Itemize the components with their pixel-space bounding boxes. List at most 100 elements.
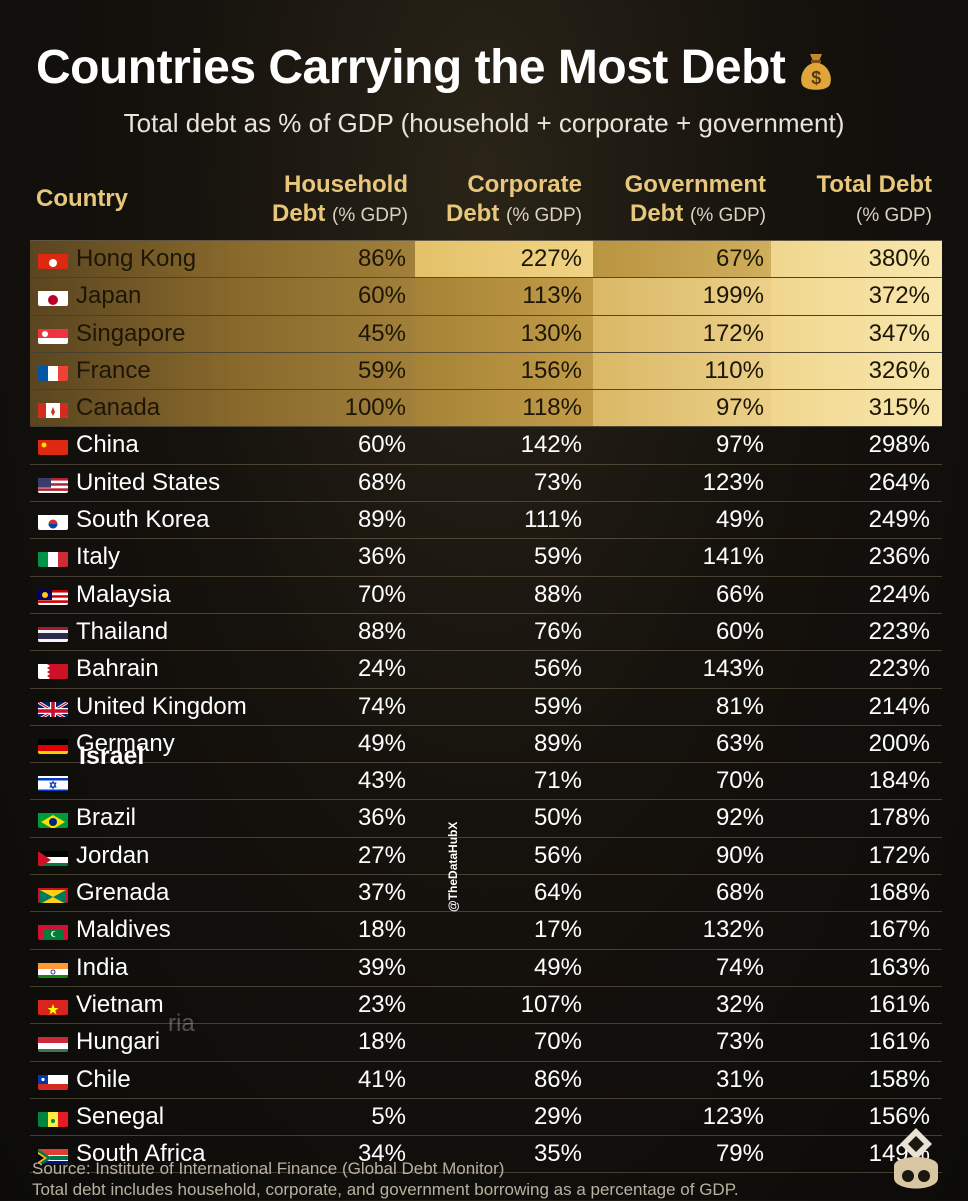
total-value: 161% <box>868 990 930 1018</box>
government-value: 132% <box>702 916 764 944</box>
government-value: 143% <box>702 655 764 683</box>
highlight-cell-0 <box>30 390 415 427</box>
united-states-flag-icon <box>38 475 68 493</box>
corporate-value: 73% <box>533 468 582 496</box>
chile-flag-icon <box>38 1072 68 1090</box>
country-name: South Africa <box>76 1140 206 1168</box>
table-row: Hong Kong 86% 227% 67% 380% <box>30 240 942 279</box>
table-row: Brazil 36% 50% 92% 178% <box>30 800 942 838</box>
svg-text:$: $ <box>812 68 822 88</box>
highlight-cell-0 <box>30 315 415 352</box>
corporate-value: 113% <box>522 282 582 310</box>
household-value: 100% <box>344 394 406 422</box>
country-name: Jordan <box>76 841 150 869</box>
highlight-cell-1 <box>415 241 593 278</box>
corporate-value: 71% <box>533 767 582 795</box>
total-value: 347% <box>868 319 930 347</box>
household-value: 37% <box>357 879 406 907</box>
corporate-value: 130% <box>520 319 582 347</box>
country-name: Canada <box>76 394 161 422</box>
israel-overlay-label: Israel <box>79 742 145 770</box>
south-korea-flag-icon <box>38 512 68 531</box>
table-row: Malaysia 70% 88% 66% 224% <box>30 577 942 614</box>
total-value: 224% <box>868 580 930 608</box>
total-value: 184% <box>868 767 930 795</box>
government-value: 97% <box>715 431 764 459</box>
country-name: Vietnam <box>76 990 164 1018</box>
household-value: 89% <box>357 506 406 534</box>
table-row: United Kingdom 74% 59% 81% 214% <box>30 689 942 726</box>
corporate-value: 17% <box>533 916 582 944</box>
corporate-value: 89% <box>533 729 582 757</box>
united-kingdom-flag-icon <box>38 699 68 717</box>
country-name: Hungari <box>76 1028 161 1056</box>
table-row: Thailand 88% 76% 60% 223% <box>30 614 942 652</box>
corporate-value: 142% <box>520 431 582 459</box>
highlight-cell-2 <box>593 278 771 315</box>
grenada-flag-icon <box>38 885 68 904</box>
household-value: 36% <box>357 543 406 571</box>
government-value: 66% <box>715 580 764 608</box>
highlight-cell-3 <box>771 352 942 390</box>
table-row: Senegal 5% 29% 123% 156% <box>30 1099 942 1137</box>
total-value: 315% <box>868 394 930 422</box>
government-value: 92% <box>715 804 764 832</box>
table-row: Hungari 18% 70% 73% 161% <box>30 1024 942 1062</box>
table-row: United States 68% 73% 123% 264% <box>30 465 942 503</box>
country-name: India <box>76 953 129 981</box>
highlight-cell-3 <box>771 241 942 278</box>
country-name: Maldives <box>76 916 171 944</box>
household-value: 86% <box>357 245 406 272</box>
total-value: 223% <box>868 655 930 683</box>
household-value: 60% <box>357 282 406 310</box>
country-name: Hong Kong <box>76 245 197 272</box>
corporate-value: 86% <box>533 1065 582 1093</box>
country-name: China <box>76 431 139 459</box>
highlight-cell-1 <box>415 278 593 315</box>
bahrain-flag-icon <box>38 661 68 680</box>
country-name: Malaysia <box>76 580 171 608</box>
page-title: Countries Carrying the Most Debt $ <box>36 40 936 95</box>
corporate-value: 29% <box>533 1102 582 1130</box>
country-name: United Kingdom <box>76 692 247 720</box>
france-flag-icon <box>38 363 68 381</box>
government-value: 63% <box>715 729 764 757</box>
government-value: 79% <box>715 1140 764 1168</box>
government-value: 70% <box>715 767 764 795</box>
malaysia-flag-icon <box>38 587 68 605</box>
government-value: 67% <box>715 245 764 272</box>
household-value: 39% <box>357 953 406 981</box>
country-name: Bahrain <box>76 655 159 683</box>
government-value: 81% <box>715 692 764 720</box>
highlight-cell-1 <box>415 390 593 427</box>
source-note: Source: Institute of International Finan… <box>32 1158 739 1200</box>
highlight-cell-2 <box>593 315 771 352</box>
thailand-flag-icon <box>38 624 68 642</box>
table-row: India 39% 49% 74% 163% <box>30 950 942 987</box>
government-value: 123% <box>702 1102 764 1130</box>
table-row: Vietnam 23% 107% 32% 161% <box>30 987 942 1025</box>
highlight-cell-1 <box>415 315 593 352</box>
total-value: 168% <box>868 879 930 907</box>
highlight-cell-3 <box>771 390 942 427</box>
country-name: United States <box>76 468 221 496</box>
table-row: Chile 41% 86% 31% 158% <box>30 1062 942 1099</box>
table-row: Grenada 37% 64% 68% 168% <box>30 875 942 913</box>
government-value: 123% <box>702 468 764 496</box>
highlight-cell-0 <box>30 278 415 315</box>
government-value: 32% <box>715 990 764 1018</box>
header-government: Government Debt (% GDP) <box>624 171 766 227</box>
country-name: Senegal <box>76 1102 165 1130</box>
country-name: Brazil <box>76 804 137 832</box>
table-row: Bahrain 24% 56% 143% 223% <box>30 651 942 689</box>
household-value: 49% <box>357 729 406 757</box>
household-value: 60% <box>357 431 406 459</box>
government-value: 141% <box>702 543 764 571</box>
total-value: 372% <box>868 282 930 310</box>
government-value: 73% <box>715 1028 764 1056</box>
household-value: 18% <box>357 1028 406 1056</box>
country-name: Thailand <box>76 617 169 645</box>
total-value: 178% <box>868 804 930 832</box>
header-total: Total Debt (% GDP) <box>816 171 932 226</box>
household-value: 70% <box>357 580 406 608</box>
